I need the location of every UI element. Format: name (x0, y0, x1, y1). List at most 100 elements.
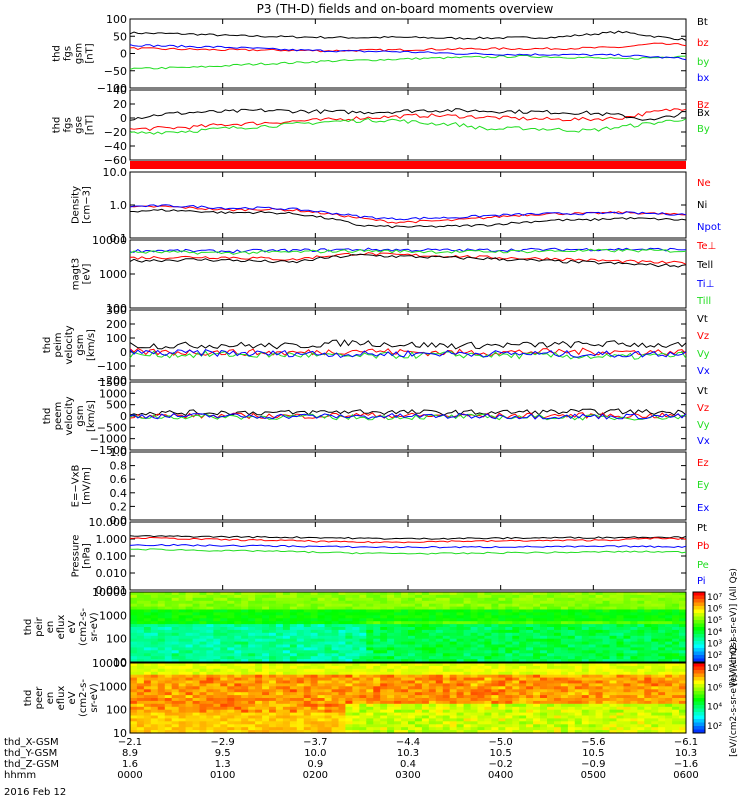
heat-cell (442, 686, 451, 690)
heat-cell (296, 609, 305, 613)
heat-cell (512, 621, 520, 625)
heat-cell (310, 612, 319, 616)
heat-cell (526, 627, 534, 631)
heat-cell (331, 644, 340, 648)
heat-cell (164, 618, 173, 622)
heat-cell (449, 695, 458, 699)
heat-cell (658, 600, 666, 605)
heat-cell (588, 612, 597, 616)
heat-cell (331, 597, 340, 602)
heat-cell (630, 609, 638, 613)
heat-cell (442, 695, 451, 699)
heat-cell (380, 718, 388, 722)
heat-cell (581, 653, 590, 657)
heat-cell (164, 624, 173, 628)
heat-cell (435, 641, 444, 646)
heat-cell (289, 653, 298, 657)
heat-cell (526, 703, 534, 708)
heat-cell (206, 724, 214, 728)
heat-cell (533, 674, 541, 679)
heat-cell (171, 689, 180, 693)
heat-cell (380, 721, 388, 725)
heat-cell (519, 597, 527, 602)
heat-cell (567, 644, 576, 648)
heat-cell (498, 647, 506, 651)
heat-cell (679, 727, 687, 731)
heat-cell (136, 663, 145, 667)
heat-cell (136, 712, 145, 717)
heat-cell (359, 721, 367, 725)
heat-cell (164, 665, 173, 670)
heat-cell (449, 592, 458, 596)
heat-cell (269, 647, 277, 651)
heat-cell (665, 665, 673, 670)
heat-cell (303, 659, 312, 663)
ytick-label: 0.6 (110, 473, 128, 486)
heat-cell (199, 618, 207, 622)
heat-cell (679, 668, 687, 673)
heat-cell (449, 663, 458, 667)
heat-cell (623, 647, 631, 651)
heat-cell (296, 715, 305, 719)
heat-cell (227, 624, 235, 628)
heat-cell (414, 659, 423, 663)
heat-cell (623, 641, 631, 646)
heat-cell (609, 712, 617, 717)
heat-cell (449, 692, 458, 696)
ylabel: thd fgs gsm [nT] (52, 43, 96, 64)
heat-cell (567, 594, 576, 599)
heat-cell (220, 592, 228, 596)
heat-cell (262, 663, 270, 667)
heat-cell (435, 677, 444, 682)
heat-cell (456, 712, 465, 717)
heat-cell (435, 730, 444, 734)
heat-cell (241, 677, 249, 682)
heat-cell (519, 663, 527, 667)
heat-cell (533, 718, 541, 722)
heat-cell (581, 677, 590, 682)
heat-cell (373, 624, 381, 628)
heat-cell (595, 706, 604, 711)
heat-cell (373, 695, 381, 699)
heat-cell (414, 692, 423, 696)
heat-cell (387, 700, 395, 705)
heat-cell (234, 615, 242, 619)
heat-cell (394, 671, 402, 676)
heat-cell (248, 612, 256, 616)
heat-cell (331, 674, 340, 679)
heat-cell (540, 641, 548, 646)
heat-cell (658, 606, 666, 611)
heat-cell (143, 668, 152, 673)
heat-cell (241, 627, 249, 631)
heat-cell (227, 632, 235, 637)
heat-cell (296, 594, 305, 599)
heat-cell (414, 727, 423, 731)
heat-cell (470, 594, 479, 599)
heat-cell (658, 635, 666, 640)
heat-cell (206, 621, 214, 625)
heat-cell (310, 659, 319, 663)
heat-cell (206, 712, 214, 717)
heat-cell (130, 621, 138, 625)
heat-cell (248, 698, 256, 702)
heat-cell (519, 592, 527, 596)
heat-cell (651, 650, 659, 654)
heat-cell (554, 724, 562, 728)
heat-cell (547, 592, 555, 596)
heat-cell (296, 730, 305, 734)
heat-cell (345, 638, 353, 643)
heat-cell (616, 594, 624, 599)
heat-cell (588, 721, 597, 725)
heat-cell (623, 718, 631, 722)
heat-cell (387, 624, 395, 628)
heat-cell (255, 692, 263, 696)
heat-cell (526, 618, 534, 622)
heat-cell (554, 709, 562, 714)
heat-cell (199, 689, 207, 693)
heat-cell (262, 727, 270, 731)
heat-cell (672, 659, 680, 663)
heat-cell (560, 627, 569, 631)
heat-cell (672, 615, 680, 619)
heat-cell (178, 594, 187, 599)
